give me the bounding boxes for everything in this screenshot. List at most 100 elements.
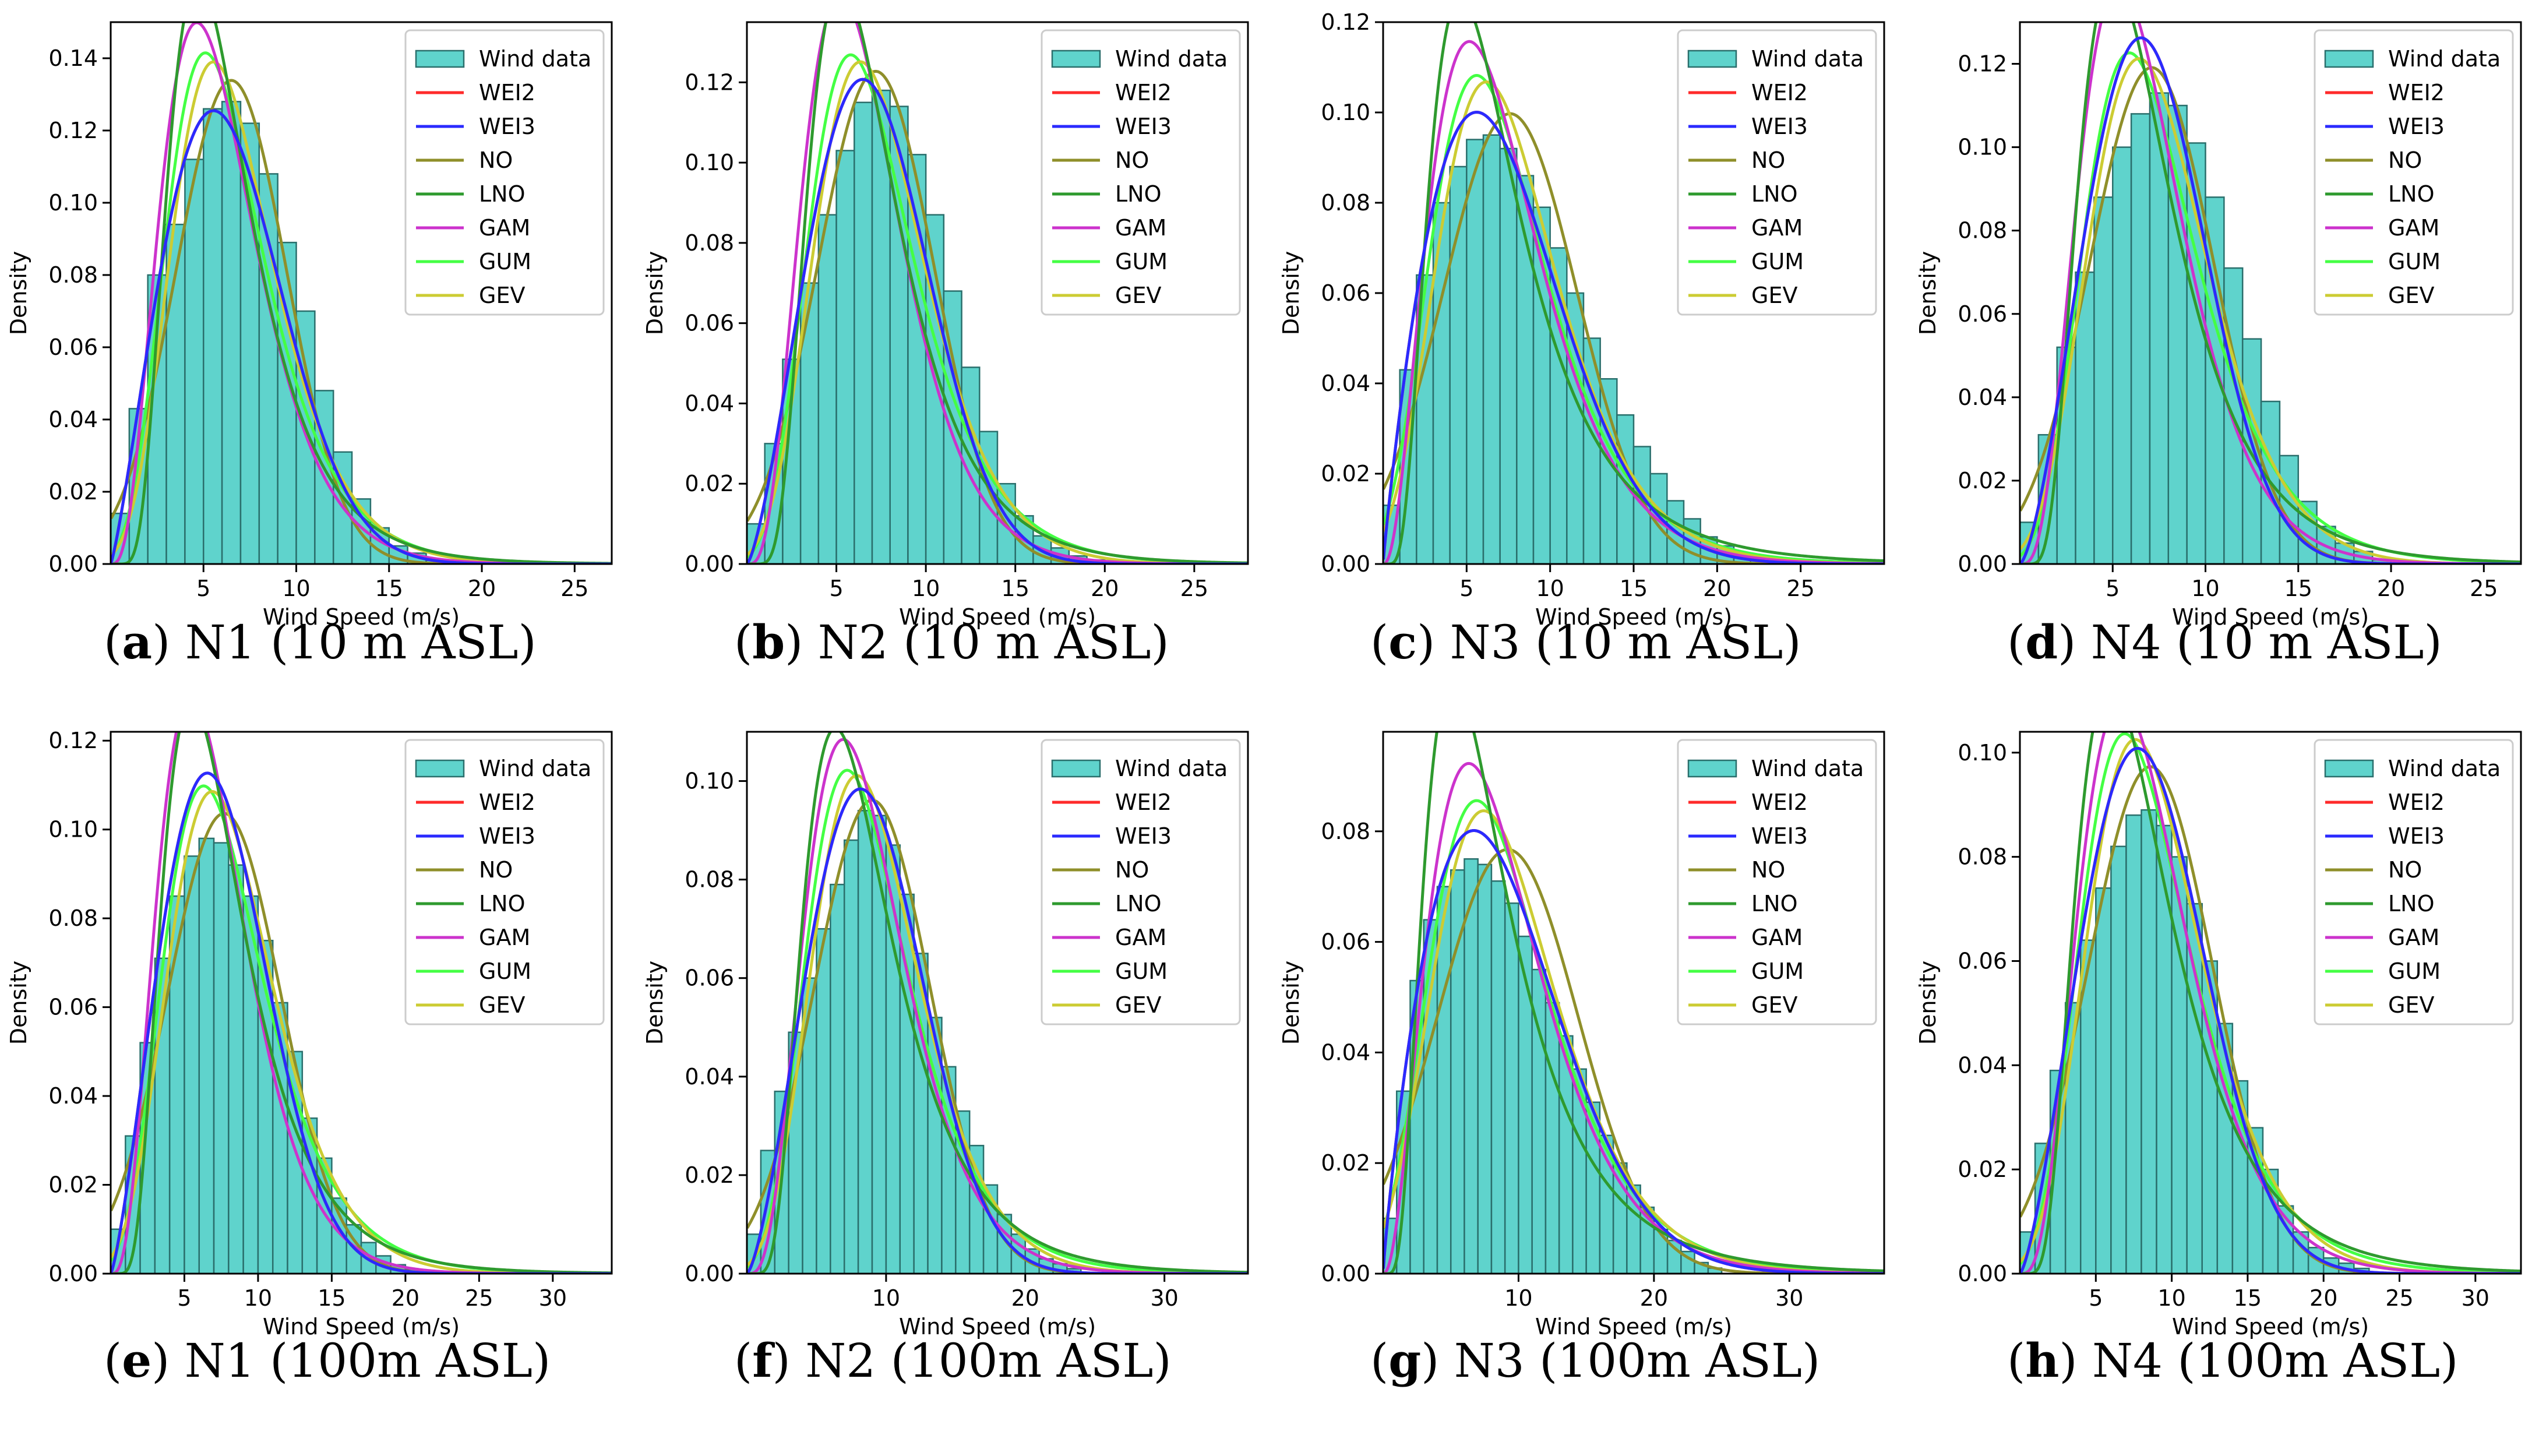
y-tick-label: 0.00 xyxy=(1321,1261,1370,1286)
histogram-bar xyxy=(198,837,215,1274)
y-tick-label: 0.00 xyxy=(685,551,734,577)
y-tick-label: 0.00 xyxy=(48,1261,98,1286)
x-tick-label: 10 xyxy=(2191,576,2219,601)
panel-letter: g xyxy=(1388,1333,1422,1388)
legend-label: WEI3 xyxy=(1115,823,1172,849)
y-tick-label: 0.02 xyxy=(1321,461,1370,486)
histogram-bar xyxy=(184,855,200,1274)
legend-label: LNO xyxy=(2388,891,2435,916)
legend-label: GEV xyxy=(2388,283,2434,308)
legend-label: NO xyxy=(479,857,513,883)
legend-label: NO xyxy=(1751,857,1785,883)
axes-frame xyxy=(2019,731,2522,1275)
legend-label: GEV xyxy=(2388,992,2434,1018)
legend-label: GEV xyxy=(1115,283,1161,308)
histogram-bar xyxy=(2130,113,2151,564)
y-axis-label: Density xyxy=(642,251,668,335)
histogram-bar xyxy=(203,108,223,564)
x-tick-label: 5 xyxy=(2089,1285,2103,1311)
y-tick-label: 0.00 xyxy=(1958,551,2007,577)
y-tick-label: 0.04 xyxy=(1321,1039,1370,1065)
legend-label: LNO xyxy=(479,891,526,916)
panel-caption: (g) N3 (100m ASL) xyxy=(1370,1333,1821,1388)
x-tick-label: 15 xyxy=(318,1285,345,1311)
x-tick-label: 25 xyxy=(465,1285,493,1311)
x-tick-label: 25 xyxy=(1786,576,1814,601)
histogram-bar xyxy=(857,810,873,1274)
legend-label: GUM xyxy=(2388,958,2441,984)
y-tick-label: 0.08 xyxy=(48,262,98,288)
legend-swatch-wind-data xyxy=(1687,50,1737,68)
histogram-bar xyxy=(2110,845,2127,1274)
legend-label: NO xyxy=(1115,857,1149,883)
y-axis-label: Density xyxy=(6,251,31,335)
y-tick-label: 0.02 xyxy=(48,479,98,505)
legend-label: WEI3 xyxy=(479,823,535,849)
legend: Wind data WEI2 WEI3 NO LNO GAM GUM GEV xyxy=(2314,739,2514,1025)
curve-lno xyxy=(2020,22,2521,564)
y-tick-label: 0.04 xyxy=(1321,371,1370,396)
legend-label: WEI3 xyxy=(1751,114,1808,139)
legend-label: GEV xyxy=(1751,992,1797,1018)
y-tick-label: 0.06 xyxy=(48,995,98,1020)
y-tick-label: 0.10 xyxy=(685,150,734,175)
y-tick-label: 0.02 xyxy=(1958,468,2007,493)
x-tick-label: 20 xyxy=(2309,1285,2337,1311)
x-axis-label: Wind Speed (m/s) xyxy=(1535,1314,1732,1339)
chart-panel-d: 5 10 15 20 25 0.00 0.02 0.04 0.06 0.08 0.10 0.12 Win… xyxy=(1914,0,2546,688)
chart-panel-g: 10 20 30 0.00 0.02 0.04 0.06 0.08 Wind Speed (m/… xyxy=(1277,710,1909,1397)
y-tick-label: 0.10 xyxy=(685,768,734,794)
x-axis-label: Wind Speed (m/s) xyxy=(2172,1314,2369,1339)
panel-title: ) N1 (10 m ASL) xyxy=(152,615,537,669)
y-tick-label: 0.10 xyxy=(48,190,98,216)
legend-label: GUM xyxy=(479,958,531,984)
x-tick-label: 10 xyxy=(244,1285,272,1311)
panel-caption: (f) N2 (100m ASL) xyxy=(734,1333,1172,1388)
y-tick-label: 0.06 xyxy=(48,334,98,360)
panel-caption: (b) N2 (10 m ASL) xyxy=(734,615,1169,669)
chart-panel-f: 10 20 30 0.00 0.02 0.04 0.06 0.08 0.10 Wind Speed… xyxy=(641,710,1273,1397)
y-tick-label: 0.04 xyxy=(685,1064,734,1090)
legend-label: GAM xyxy=(1751,215,1803,241)
legend-label: GAM xyxy=(1115,925,1166,950)
y-tick-label: 0.10 xyxy=(48,817,98,842)
curve-lno xyxy=(747,732,1248,1274)
panel-title: ) N2 (100m ASL) xyxy=(772,1334,1172,1388)
y-tick-label: 0.06 xyxy=(1958,948,2007,974)
x-axis-label: Wind Speed (m/s) xyxy=(1535,604,1732,630)
legend-label: NO xyxy=(479,147,513,173)
legend: Wind data WEI2 WEI3 NO LNO GAM GUM GEV xyxy=(1041,29,1241,316)
histogram-bar xyxy=(1477,863,1493,1274)
legend-swatch-wind-data xyxy=(1051,50,1101,68)
chart-panel-c: 5 10 15 20 25 0.00 0.02 0.04 0.06 0.08 0.10 0.12 Win… xyxy=(1277,0,1909,688)
x-tick-label: 5 xyxy=(829,576,843,601)
legend-label: GAM xyxy=(2388,215,2439,241)
curve-lno xyxy=(747,22,1248,564)
panel-letter: b xyxy=(752,615,785,669)
histogram-bar xyxy=(2186,902,2203,1274)
legend-label: WEI2 xyxy=(2388,80,2445,105)
histogram xyxy=(747,810,1082,1274)
y-tick-label: 0.04 xyxy=(685,390,734,416)
x-tick-label: 15 xyxy=(1002,576,1029,601)
legend-label: Wind data xyxy=(2388,756,2501,781)
legend-label: WEI2 xyxy=(479,80,535,105)
x-tick-label: 5 xyxy=(196,576,210,601)
panel-caption: (h) N4 (100m ASL) xyxy=(2007,1333,2459,1388)
legend-label: WEI3 xyxy=(1751,823,1808,849)
panel-title: ) N3 (100m ASL) xyxy=(1421,1334,1821,1388)
y-tick-label: 0.06 xyxy=(685,311,734,336)
histogram-bar xyxy=(2112,146,2132,564)
curve-no xyxy=(111,812,612,1274)
legend-label: GUM xyxy=(1115,249,1168,274)
legend-label: NO xyxy=(1751,147,1785,173)
curve-lno xyxy=(1383,732,1884,1274)
panel-title: ) N4 (100m ASL) xyxy=(2059,1334,2459,1388)
histogram-bar xyxy=(1423,919,1438,1274)
legend-label: Wind data xyxy=(2388,46,2501,72)
legend-label: GEV xyxy=(479,992,525,1018)
y-tick-label: 0.04 xyxy=(1958,385,2007,410)
legend-label: LNO xyxy=(1751,891,1798,916)
histogram-bar xyxy=(1490,880,1506,1274)
